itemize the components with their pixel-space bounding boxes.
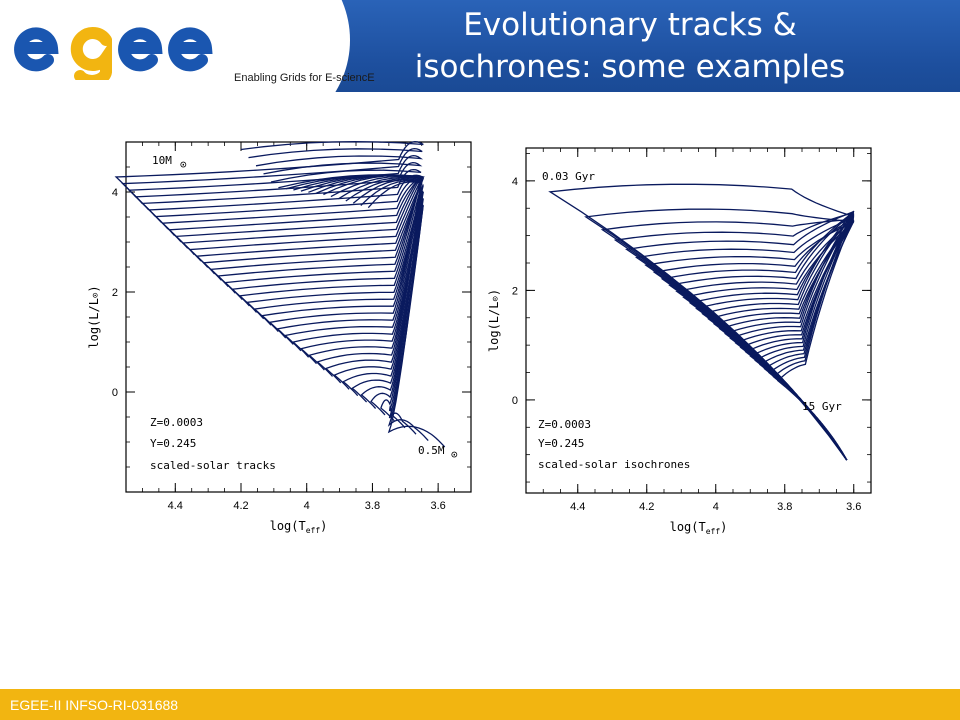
iso-x-tick-label: 3.8 xyxy=(777,501,792,513)
tracks-x-tick-label: 4.4 xyxy=(168,500,183,512)
logo-letter-e3 xyxy=(168,27,213,72)
footer-text: EGEE-II INFSO-RI-031688 xyxy=(10,697,179,713)
tagline: Enabling Grids for E-sciencE xyxy=(234,72,375,84)
track-line xyxy=(195,175,425,275)
track-line xyxy=(275,189,422,345)
chart-evolutionary-tracks: 4.4 4.2 4 3.8 3.6 0 2 4 log(Teff) log(L/L⊙) 10M ⊙ 0.… xyxy=(87,140,472,535)
logo-letter-g xyxy=(70,27,112,80)
tracks-y-tick-label: 2 xyxy=(112,287,118,299)
track-line xyxy=(324,196,422,384)
iso-bottom-label: 15 Gyr xyxy=(802,400,842,413)
iso-top-label: 0.03 Gyr xyxy=(542,170,595,183)
track-line xyxy=(388,204,424,435)
iso-y-tick-label: 0 xyxy=(512,395,518,407)
track-line xyxy=(388,203,423,429)
logo-letter-e2 xyxy=(118,27,163,72)
isochrone-line xyxy=(695,210,855,461)
slide-title-line1: Evolutionary tracks & xyxy=(463,7,797,43)
iso-x-axis-title: log(Teff) xyxy=(670,520,728,536)
track-line xyxy=(114,140,424,198)
iso-y-label: Y=0.245 xyxy=(538,437,584,450)
slide-title: Evolutionary tracks & isochrones: some e… xyxy=(380,4,880,88)
iso-x-tick-label: 3.6 xyxy=(846,501,861,513)
tracks-z-label: Z=0.0003 xyxy=(150,416,203,429)
iso-x-tick-label: 4 xyxy=(713,501,719,513)
tracks-y-axis-title: log(L/L⊙) xyxy=(87,285,101,348)
iso-y-tick-label: 4 xyxy=(512,176,518,188)
tracks-x-tick-label: 4 xyxy=(304,500,310,512)
isochrones-series-group xyxy=(548,183,855,461)
iso-x-tick-label: 4.2 xyxy=(639,501,654,513)
track-line xyxy=(291,191,424,358)
iso-y-tick-label: 2 xyxy=(512,285,518,297)
footer-bar: EGEE-II INFSO-RI-031688 xyxy=(0,689,960,720)
tracks-y-tick-label: 0 xyxy=(112,387,118,399)
track-line xyxy=(283,190,424,352)
logo-letter-e1 xyxy=(14,27,59,72)
tracks-x-tick-label: 3.8 xyxy=(365,500,380,512)
tracks-series-group xyxy=(114,140,446,448)
iso-z-label: Z=0.0003 xyxy=(538,418,591,431)
tracks-bottom-label-sun-symbol: ⊙ xyxy=(451,448,458,461)
egee-logo xyxy=(14,27,213,80)
tracks-x-tick-label: 4.2 xyxy=(233,500,248,512)
tracks-desc-label: scaled-solar tracks xyxy=(150,459,276,472)
iso-y-axis-title: log(L/L⊙) xyxy=(487,289,501,352)
chart-isochrones: 4.4 4.2 4 3.8 3.6 0 2 4 log(Teff) log(L/L⊙) 0.03 G… xyxy=(487,147,872,536)
tracks-x-axis-title: log(Teff) xyxy=(270,519,328,535)
tracks-x-tick-label: 3.6 xyxy=(430,500,445,512)
tracks-y-tick-label: 4 xyxy=(112,187,118,199)
tracks-top-label-sun-symbol: ⊙ xyxy=(180,158,187,171)
tracks-y-label: Y=0.245 xyxy=(150,437,196,450)
tracks-top-label: 10M xyxy=(152,154,172,167)
track-line xyxy=(342,198,424,397)
track-line xyxy=(333,197,424,390)
slide-title-line2: isochrones: some examples xyxy=(414,49,846,85)
iso-x-tick-label: 4.4 xyxy=(570,501,585,513)
iso-desc-label: scaled-solar isochrones xyxy=(538,458,690,471)
isochrone-line xyxy=(776,216,855,461)
header-blue-bar xyxy=(240,0,960,92)
tracks-bottom-label: 0.5M xyxy=(418,444,445,457)
